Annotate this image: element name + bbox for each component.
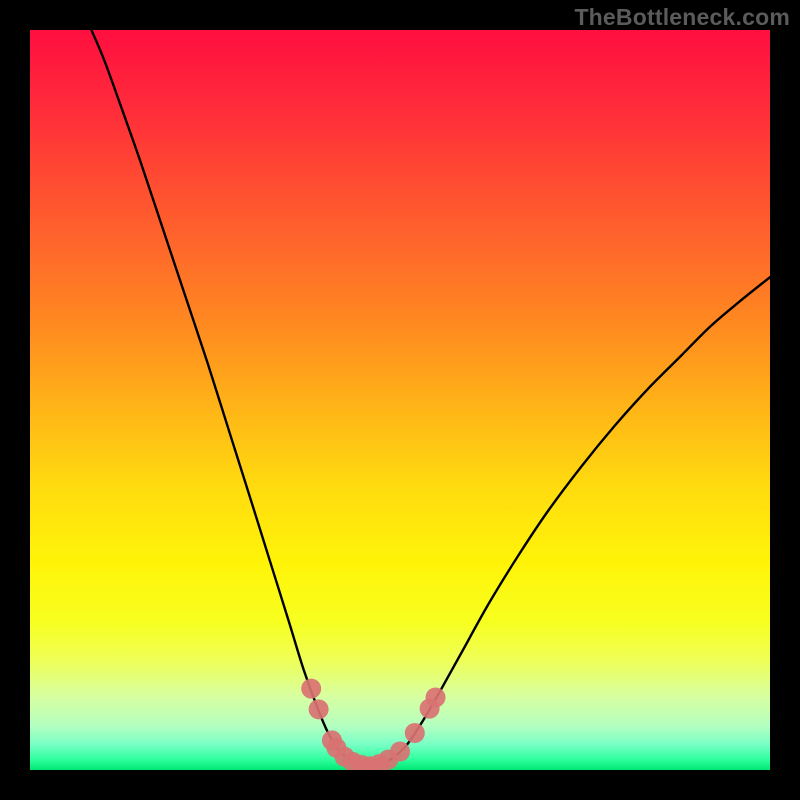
chart-root: TheBottleneck.com	[0, 0, 800, 800]
plot-area	[30, 30, 770, 770]
gradient-background	[30, 30, 770, 770]
watermark-text: TheBottleneck.com	[574, 4, 790, 31]
